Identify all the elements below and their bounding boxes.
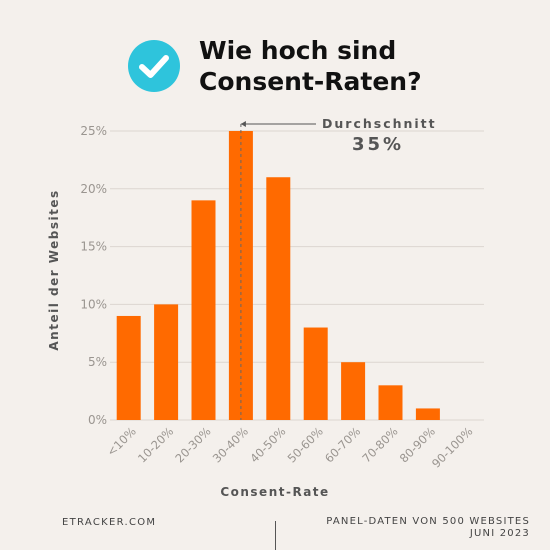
annotation-label: Durchschnitt [322,116,437,131]
x-tick-label: 60-70% [322,424,363,465]
y-tick-label: 10% [80,297,107,311]
bar [154,304,179,420]
footer-divider [275,521,276,550]
bar [378,385,403,420]
x-tick-label: 30-40% [210,424,251,465]
check-circle-icon [128,40,180,92]
bar [191,200,216,420]
bar [415,408,440,420]
x-tick-label: 70-80% [359,424,400,465]
footer-note-line-2: JUNI 2023 [469,528,530,539]
title-line-2: Consent-Raten? [199,67,422,96]
bar [341,362,366,420]
x-tick-label: 90-100% [429,424,475,470]
y-axis-title: Anteil der Websites [47,189,61,350]
y-tick-label: 20% [80,182,107,196]
page-title: Wie hoch sind Consent-Raten? [199,35,422,97]
consent-rate-chart: 0% 5% 10% 15% 20% 25% <10%10-20%20-30%30-40%40… [47,116,484,499]
bar [266,177,291,420]
title-line-1: Wie hoch sind [199,36,397,65]
x-tick-label: <10% [104,424,139,459]
footer-note-line-1: PANEL-DATEN VON 500 WEBSITES [326,516,530,527]
y-tick-label: 25% [80,124,107,138]
x-tick-label: 10-20% [135,424,176,465]
footer-note: PANEL-DATEN VON 500 WEBSITES JUNI 2023 [326,516,530,540]
y-tick-label: 0% [88,413,107,427]
bar [303,327,328,420]
header: Wie hoch sind Consent-Raten? [128,32,528,102]
x-axis-title: Consent-Rate [220,485,329,499]
footer-source: ETRACKER.COM [62,517,157,528]
x-tick-label: 40-50% [247,424,288,465]
x-tick-label: 50-60% [285,424,326,465]
bar [116,315,141,420]
y-tick-label: 15% [80,240,107,254]
x-tick-label: 20-30% [172,424,213,465]
annotation-arrowhead [240,121,246,127]
y-tick-label: 5% [88,355,107,369]
annotation-value: 35% [352,134,404,155]
